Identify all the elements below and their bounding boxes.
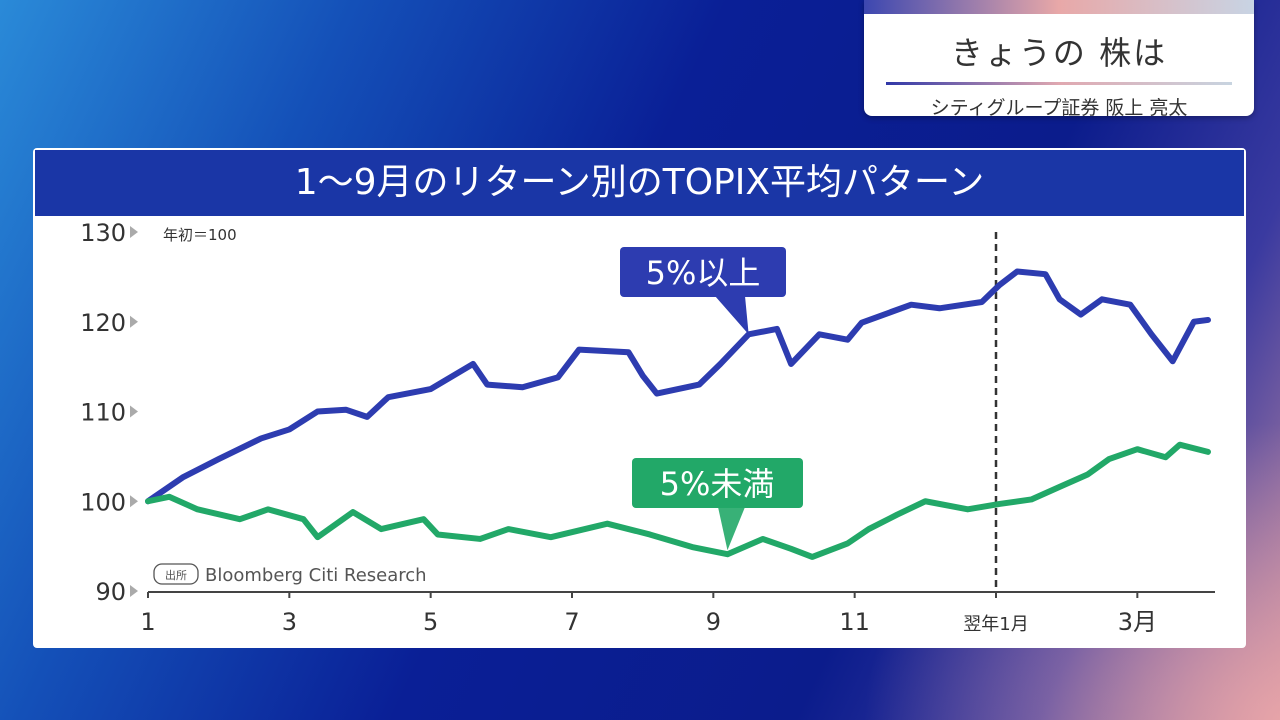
caption-title: きょうの 株は (950, 34, 1168, 72)
x-tick-label: 11 (839, 608, 870, 636)
chart-panel: 1〜9月のリターン別のTOPIX平均パターン (33, 148, 1246, 648)
x-tick-label: 1 (140, 608, 155, 636)
y-tick-arrow-icon (130, 585, 138, 597)
x-tick-label: 翌年1月 (963, 614, 1028, 635)
x-tick-label: 3月 (1118, 608, 1157, 636)
source-tag: 出所 (165, 568, 187, 582)
series-label-pointer-1 (718, 507, 745, 551)
chart-title: 1〜9月のリターン別のTOPIX平均パターン (35, 150, 1244, 216)
y-tick-label: 100 (80, 488, 126, 516)
series-line-0 (145, 268, 1211, 505)
source-tag-box (153, 563, 199, 585)
y-tick-label: 120 (80, 309, 126, 337)
series-label-1: 5%未満 (660, 465, 775, 503)
x-tick-label: 3 (282, 608, 297, 636)
y-tick-arrow-icon (130, 315, 138, 328)
program-caption: きょうの 株は シティグループ証券 阪上 亮太 (864, 0, 1254, 116)
x-tick-label: 9 (706, 608, 721, 636)
caption-divider (886, 82, 1232, 85)
series-label-0: 5%以上 (646, 254, 761, 292)
y-tick-arrow-icon (130, 405, 138, 418)
caption-subtitle: シティグループ証券 阪上 亮太 (930, 97, 1188, 116)
y-tick-label: 90 (95, 578, 126, 606)
series-label-pointer-0 (715, 296, 749, 335)
y-tick-arrow-icon (130, 226, 138, 238)
series-label-box-1 (632, 458, 803, 508)
source-text: Bloomberg Citi Research (205, 565, 427, 586)
y-tick-arrow-icon (130, 495, 138, 508)
x-tick-label: 5 (423, 608, 438, 636)
unit-note: 年初＝100 (163, 226, 237, 244)
y-tick-label: 130 (80, 219, 126, 247)
series-label-box-0 (620, 247, 786, 297)
caption-gradient-bar (864, 0, 1254, 14)
series-line-1 (145, 441, 1211, 560)
x-tick-label: 7 (564, 608, 579, 636)
y-tick-label: 110 (80, 399, 126, 427)
